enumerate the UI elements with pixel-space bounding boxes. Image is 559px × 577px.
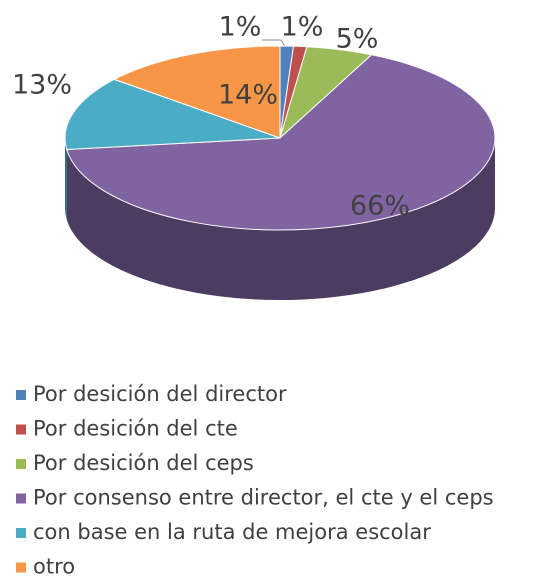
data-label: 66% [350, 191, 410, 222]
legend-swatch [16, 390, 26, 400]
pie-slice [64, 78, 281, 151]
legend-swatch [16, 528, 26, 538]
legend-label: Por consenso entre director, el cte y el… [33, 486, 494, 510]
data-label: 5% [336, 24, 379, 55]
legend-label: otro [33, 555, 75, 577]
data-label: 13% [12, 70, 72, 101]
pie-slice [66, 54, 496, 231]
legend-swatch [16, 459, 26, 469]
legend-swatch [16, 493, 26, 504]
legend-label: Por desición del director [33, 382, 287, 406]
data-label: 1% [281, 12, 324, 43]
legend-swatch [16, 562, 26, 573]
legend-swatch [16, 424, 26, 435]
legend-label: con base en la ruta de mejora escolar [33, 520, 431, 544]
pie-side [66, 138, 495, 300]
legend-label: Por desición del ceps [33, 451, 254, 475]
data-label: 14% [218, 80, 278, 111]
pie-side [65, 138, 67, 220]
data-label: 1% [219, 12, 262, 43]
legend-label: Por desición del cte [33, 417, 238, 441]
pie-slice [113, 45, 281, 139]
